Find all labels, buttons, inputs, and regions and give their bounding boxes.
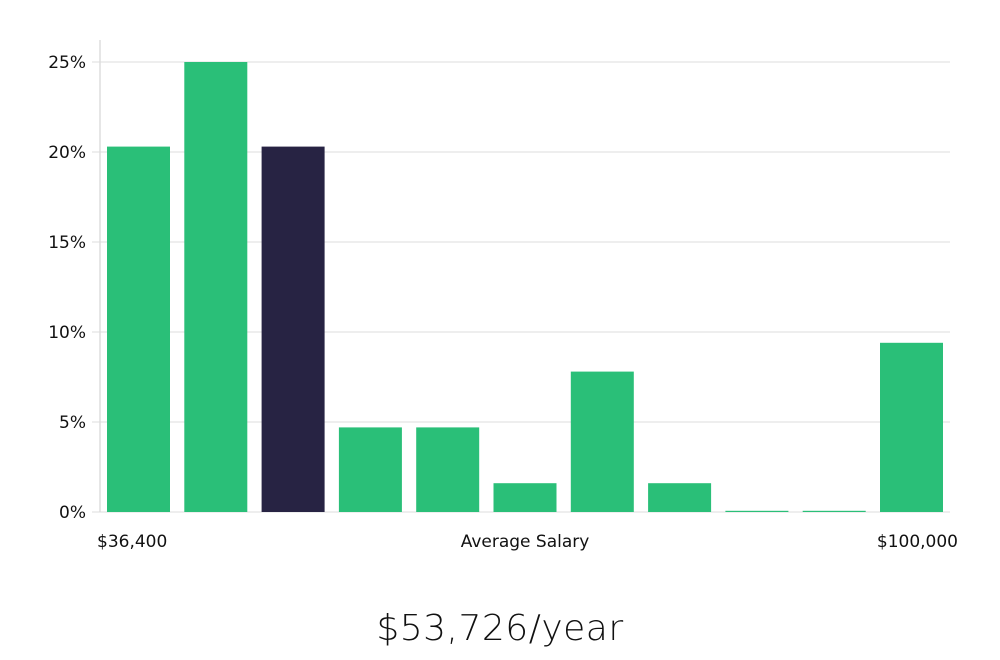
y-tick-label: 25%: [48, 53, 86, 73]
bar: [107, 146, 170, 512]
y-tick-label: 10%: [48, 323, 86, 343]
y-tick-label: 5%: [59, 413, 86, 433]
bar: [493, 483, 557, 512]
bar: [261, 146, 325, 512]
bar: [570, 371, 634, 512]
bar: [416, 427, 480, 512]
x-end-label: $100,000: [877, 532, 958, 552]
x-axis-label: Average Salary: [461, 532, 590, 552]
bar: [338, 427, 402, 512]
bar: [802, 510, 866, 512]
bar: [648, 483, 712, 512]
x-start-label: $36,400: [97, 532, 167, 552]
bar: [880, 342, 943, 512]
salary-histogram: 0%5%10%15%20%25% $36,400 Average Salary …: [48, 40, 958, 552]
bar: [725, 510, 789, 512]
y-tick-label: 15%: [48, 233, 86, 253]
average-salary: $53,726/year: [376, 608, 624, 649]
y-tick-label: 20%: [48, 143, 86, 163]
y-tick-label: 0%: [59, 503, 86, 523]
bar: [184, 62, 248, 512]
